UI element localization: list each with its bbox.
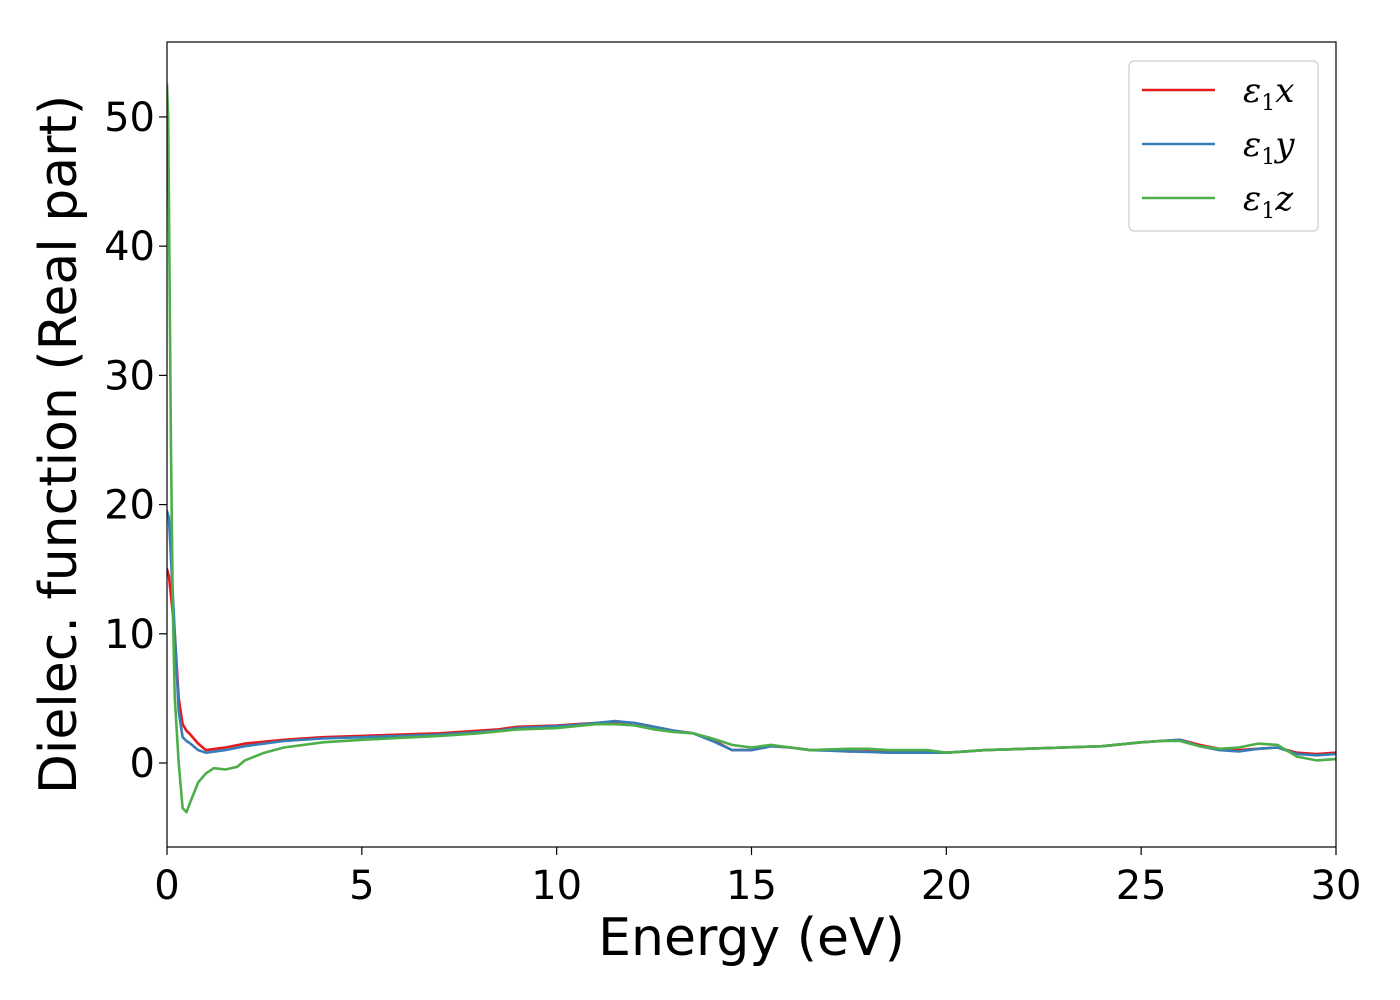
x-tick-label: 15	[726, 863, 777, 909]
y-tick-label: 30	[104, 353, 155, 399]
y-tick-label: 10	[104, 612, 155, 658]
plot-frame	[166, 41, 1337, 848]
x-tick-label: 10	[531, 863, 582, 909]
x-tick-label: 20	[921, 863, 972, 909]
y-tick-label: 20	[104, 483, 155, 529]
y-tick-label: 40	[104, 224, 155, 270]
x-tick-label: 5	[349, 863, 374, 909]
legend-entry-y: ε1y	[1142, 125, 1295, 170]
y-tick-label: 50	[104, 95, 155, 141]
legend-label: ε1y	[1243, 125, 1295, 170]
axis-ticks: 0 5 10 15 20 25 30 0 10 20 30 40 50	[104, 95, 1361, 909]
series-line-z	[167, 83, 1336, 814]
y-tick-label: 0	[130, 741, 155, 787]
x-tick-label: 30	[1311, 863, 1362, 909]
legend-label: ε1z	[1243, 179, 1294, 224]
plot-lines	[167, 83, 1336, 814]
y-axis-label: Dielec. function (Real part)	[29, 95, 89, 794]
legend-entry-x: ε1x	[1142, 71, 1294, 116]
legend: ε1x ε1y ε1z	[1128, 60, 1319, 232]
series-line-y	[167, 509, 1336, 757]
legend-label: ε1x	[1243, 71, 1294, 116]
legend-entry-z: ε1z	[1142, 179, 1294, 224]
x-tick-label: 25	[1116, 863, 1167, 909]
x-axis-label: Energy (eV)	[598, 908, 905, 968]
series-line-x	[167, 567, 1336, 756]
x-tick-label: 0	[154, 863, 179, 909]
legend-box	[1128, 60, 1319, 232]
